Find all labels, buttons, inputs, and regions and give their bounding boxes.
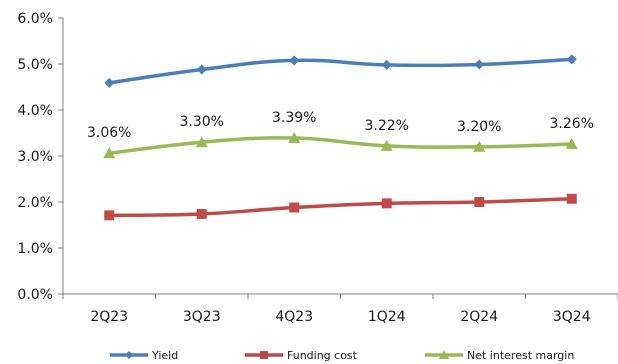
marker-yield bbox=[474, 59, 485, 70]
marker-yield bbox=[381, 59, 392, 70]
data-labels: 3.06% 3.30% 3.39% 3.22% 3.20% 3.26% bbox=[87, 110, 594, 141]
marker-funding-cost bbox=[289, 202, 300, 213]
y-tick-label: 6.0% bbox=[17, 11, 53, 27]
marker-yield bbox=[196, 64, 207, 75]
x-tick-label: 1Q24 bbox=[368, 309, 406, 325]
legend-item-yield: Yield bbox=[110, 349, 178, 362]
marker-net-interest-margin bbox=[380, 139, 393, 151]
y-tick-label: 1.0% bbox=[17, 241, 53, 257]
legend-label: Yield bbox=[151, 349, 178, 362]
marker-yield bbox=[566, 54, 577, 65]
marker-net-interest-margin bbox=[473, 140, 486, 152]
marker-yield bbox=[289, 55, 300, 66]
series-line-yield bbox=[109, 57, 572, 85]
x-tick-label: 2Q24 bbox=[460, 309, 498, 325]
legend-item-funding-cost: Funding cost bbox=[245, 349, 358, 362]
data-label: 3.22% bbox=[365, 118, 409, 134]
y-tick-label: 3.0% bbox=[17, 149, 53, 165]
chart-axes bbox=[58, 17, 618, 299]
marker-net-interest-margin bbox=[195, 136, 208, 148]
legend-label: Funding cost bbox=[287, 349, 358, 362]
series-line-funding-cost bbox=[109, 197, 572, 218]
data-label: 3.06% bbox=[87, 125, 131, 141]
marker-net-interest-margin bbox=[103, 147, 116, 159]
y-tick-label: 2.0% bbox=[17, 195, 53, 211]
x-tick-label: 3Q24 bbox=[553, 309, 591, 325]
series-line-net-interest-margin bbox=[109, 136, 572, 155]
x-axis-tick-labels: 2Q23 3Q23 4Q23 1Q24 2Q24 3Q24 bbox=[90, 309, 590, 325]
marker-funding-cost bbox=[196, 208, 207, 219]
data-label: 3.20% bbox=[457, 119, 501, 135]
y-tick-label: 0.0% bbox=[17, 287, 53, 303]
legend-marker bbox=[439, 350, 449, 359]
legend-label: Net interest margin bbox=[467, 349, 574, 362]
y-axis-tick-labels: 0.0% 1.0% 2.0% 3.0% 4.0% 5.0% 6.0% bbox=[17, 11, 53, 303]
y-tick-label: 4.0% bbox=[17, 103, 53, 119]
x-tick-label: 3Q23 bbox=[183, 309, 221, 325]
y-tick-label: 5.0% bbox=[17, 57, 53, 73]
legend-item-net-interest-margin: Net interest margin bbox=[425, 349, 574, 362]
marker-funding-cost bbox=[381, 198, 392, 209]
marker-net-interest-margin bbox=[288, 132, 301, 144]
series-lines bbox=[109, 57, 572, 218]
legend-marker bbox=[125, 351, 133, 359]
marker-funding-cost bbox=[104, 210, 115, 221]
data-label: 3.39% bbox=[272, 110, 316, 126]
data-label: 3.30% bbox=[180, 114, 224, 130]
marker-funding-cost bbox=[566, 193, 577, 204]
marker-net-interest-margin bbox=[565, 138, 578, 150]
legend-marker bbox=[260, 351, 268, 359]
x-tick-label: 4Q23 bbox=[275, 309, 313, 325]
data-label: 3.26% bbox=[550, 116, 594, 132]
legend: Yield Funding cost Net interest margin bbox=[110, 349, 574, 362]
series-markers bbox=[103, 54, 578, 221]
marker-yield bbox=[104, 77, 115, 88]
marker-funding-cost bbox=[474, 197, 485, 207]
x-tick-label: 2Q23 bbox=[90, 309, 128, 325]
